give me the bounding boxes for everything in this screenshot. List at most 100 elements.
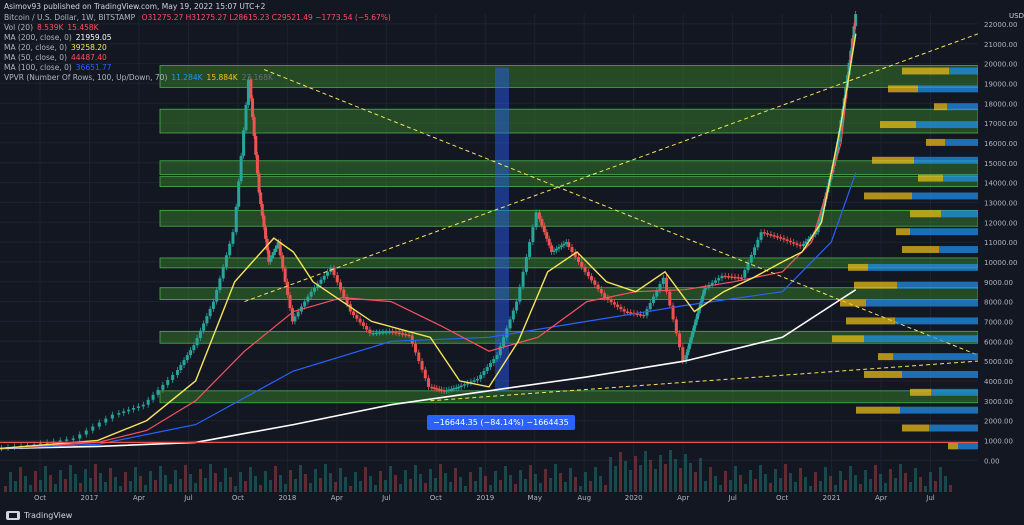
indicator-value: 44487.40	[71, 53, 107, 62]
volume-bar	[124, 472, 127, 492]
candle-body	[596, 284, 600, 290]
volume-bar	[629, 470, 632, 492]
volume-bar	[824, 467, 827, 492]
candle-body	[505, 328, 509, 338]
candle-body	[420, 361, 424, 370]
vpvr-bar-down	[864, 371, 902, 378]
vpvr-bar-down	[840, 299, 866, 307]
candle-body	[746, 262, 750, 271]
volume-bar	[54, 484, 57, 492]
volume-bar	[509, 475, 512, 492]
candle-body	[278, 242, 282, 256]
candle-body	[198, 330, 202, 338]
candle-body	[447, 389, 451, 392]
volume-bar	[354, 472, 357, 492]
volume-bar	[469, 472, 472, 492]
candle-body	[726, 276, 730, 278]
volume-bar	[419, 474, 422, 492]
indicator-label: MA (200, close, 0)	[4, 33, 72, 42]
candle-body	[612, 302, 616, 305]
x-tick-label: 2020	[625, 494, 643, 502]
vpvr-bar-down	[880, 121, 916, 129]
volume-bar	[164, 475, 167, 492]
volume-bar	[934, 481, 937, 492]
volume-bar	[514, 484, 517, 492]
candle-body	[593, 280, 597, 285]
vpvr-bar-up	[958, 442, 978, 450]
candle-body	[736, 277, 740, 279]
candle-body	[699, 301, 703, 308]
candle-body	[156, 389, 160, 395]
indicator-label: VPVR (Number Of Rows, 100, Up/Down, 70)	[4, 73, 168, 82]
vpvr-bar-up	[910, 228, 978, 236]
indicator-label: MA (100, close, 0)	[4, 63, 72, 72]
volume-bar	[169, 484, 172, 492]
volume-bar	[74, 474, 77, 492]
x-tick-label: Apr	[677, 494, 689, 502]
y-tick-label: 12000.00	[984, 219, 1017, 227]
volume-bar	[259, 485, 262, 492]
candle-body	[312, 287, 316, 292]
volume-bar	[489, 485, 492, 492]
candle-body	[358, 318, 362, 323]
volume-bar	[859, 484, 862, 492]
candle-body	[221, 266, 225, 279]
candle-body	[326, 271, 329, 276]
candle-body	[303, 301, 307, 307]
volume-bar	[714, 476, 717, 492]
volume-bar	[144, 485, 147, 492]
x-tick-label: May	[527, 494, 541, 502]
candle-body	[242, 130, 246, 156]
candle-body	[65, 439, 69, 441]
vpvr-bar-up	[939, 246, 978, 253]
candle-body	[371, 332, 375, 335]
vpvr-bar-up	[912, 192, 978, 200]
candle-body	[286, 281, 290, 295]
candle-body	[97, 422, 101, 427]
candle-body	[146, 399, 150, 405]
candle-body	[638, 314, 642, 316]
volume-bar	[479, 467, 482, 492]
x-tick-label: Oct	[430, 494, 442, 502]
vpvr-bar-up	[895, 317, 978, 325]
candle-body	[567, 242, 571, 248]
candle-body	[524, 256, 528, 272]
candle-body	[404, 333, 408, 336]
ma20-line	[0, 33, 857, 450]
candle-body	[834, 152, 838, 160]
indicator-row: MA (200, close, 0) 21959.05	[4, 33, 116, 43]
y-tick-label: 19000.00	[984, 80, 1017, 88]
volume-bar	[569, 468, 572, 492]
candle-body	[440, 389, 444, 392]
vpvr-bar-up	[914, 156, 978, 164]
indicator-value: 15.884K	[206, 73, 238, 82]
candle-body	[489, 363, 492, 368]
candle-body	[459, 385, 463, 388]
candle-body	[590, 276, 594, 281]
vpvr-bar-up	[945, 138, 978, 146]
volume-bar	[589, 481, 592, 492]
indicator-row: MA (50, close, 0) 44487.40	[4, 53, 111, 63]
volume-bar	[504, 466, 507, 492]
candle-body	[132, 408, 136, 410]
vpvr-bar-up	[943, 174, 978, 182]
candle-body	[818, 218, 822, 226]
volume-bar	[779, 478, 782, 492]
volume-bar	[154, 480, 157, 492]
tradingview-icon	[6, 511, 20, 520]
candle-body	[694, 319, 698, 326]
candle-body	[91, 426, 95, 431]
candle-body	[775, 236, 779, 238]
vpvr-bar-down	[848, 263, 868, 271]
support-zone	[159, 176, 979, 187]
candle-body	[692, 325, 696, 332]
candle-body	[652, 296, 655, 303]
candle-body	[239, 155, 243, 182]
volume-bar	[929, 472, 932, 492]
x-tick-label: Oct	[34, 494, 46, 502]
candle-body	[322, 275, 326, 280]
candle-body	[645, 309, 649, 316]
support-zone	[159, 108, 979, 134]
candle-body	[246, 79, 250, 105]
